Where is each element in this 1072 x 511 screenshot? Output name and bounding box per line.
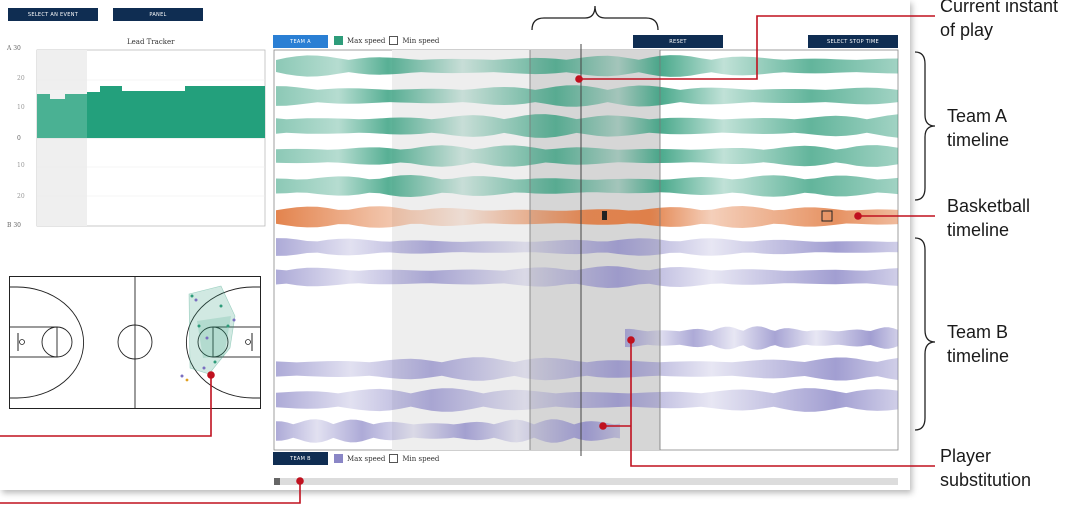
team-a-lane: [276, 114, 898, 138]
app-window: SELECT AN EVENT PANEL Lead Tracker A 30 …: [0, 0, 910, 490]
annotation-current-instant: Current instant of play: [940, 0, 1058, 42]
min-speed-swatch: [389, 36, 399, 45]
substitution-line-a: [630, 340, 935, 467]
min-speed-swatch: [389, 454, 399, 463]
team-b-lane: [276, 238, 898, 256]
max-speed-swatch: [334, 36, 343, 45]
team-a-lane: [276, 175, 898, 197]
court-line: [0, 375, 212, 437]
lead-zero-label: 0: [17, 135, 21, 142]
team-a-lane: [276, 145, 898, 167]
lead-tracker-title: Lead Tracker: [127, 38, 175, 46]
annotation-text: Team A: [947, 106, 1008, 126]
annotation-substitution: Player substitution: [940, 444, 1031, 492]
annotation-text: timeline: [947, 346, 1010, 366]
team-b-lane: [276, 388, 898, 412]
team-a-lane: [276, 85, 898, 107]
min-speed-label: Min speed: [402, 454, 440, 463]
annotation-text: substitution: [940, 470, 1032, 490]
lead-tick: 10: [17, 104, 25, 111]
annotation-text: of play: [940, 20, 994, 40]
annotation-team-b: Team B timeline: [947, 320, 1009, 368]
team-b-button[interactable]: TEAM B: [273, 452, 328, 465]
max-speed-label: Max speed: [347, 454, 386, 463]
team-b-lane: [625, 326, 898, 350]
annotation-text: timeline: [947, 130, 1010, 150]
team-b-bracket: [914, 237, 936, 431]
lead-tick: 20: [17, 193, 25, 200]
max-speed-swatch: [334, 454, 343, 463]
team-b-lane: [276, 419, 620, 443]
team-b-legend: Max speed Min speed: [334, 454, 439, 463]
lead-tracker-chart: [36, 49, 266, 227]
annotation-text: Player: [940, 446, 992, 466]
annotation-text: Current instant: [940, 0, 1059, 16]
team-a-lane: [276, 55, 898, 77]
scrub-line: [0, 481, 301, 504]
team-a-button[interactable]: TEAM A: [273, 35, 328, 48]
timeline-chart[interactable]: [0, 0, 910, 490]
reset-button[interactable]: RESET: [633, 35, 723, 48]
scrub-bar[interactable]: [274, 478, 898, 485]
ball-lane: [276, 206, 898, 228]
annotation-basketball: Basketball timeline: [947, 194, 1030, 242]
current-instant-bracket: [531, 5, 659, 31]
panel-button[interactable]: PANEL: [113, 8, 203, 21]
lead-top-label: A 30: [7, 45, 21, 52]
ball-marker-icon: [602, 211, 607, 220]
team-a-bracket: [914, 51, 936, 201]
max-speed-label: Max speed: [347, 36, 386, 45]
lead-tick: 20: [17, 75, 25, 82]
select-stop-time-button[interactable]: SELECT STOP TIME: [808, 35, 898, 48]
lead-tick: 10: [17, 162, 25, 169]
annotation-text: Team B: [947, 322, 1009, 342]
team-a-legend: Max speed Min speed: [334, 36, 439, 45]
lead-bottom-label: B 30: [7, 222, 21, 229]
min-speed-label: Min speed: [402, 36, 440, 45]
stop-marker-icon[interactable]: [821, 210, 833, 222]
annotation-text: Basketball: [947, 196, 1031, 216]
select-event-button[interactable]: SELECT AN EVENT: [8, 8, 98, 21]
team-b-lane: [276, 266, 898, 288]
annotation-text: timeline: [947, 220, 1010, 240]
playhead-marker-icon[interactable]: [274, 478, 280, 485]
team-b-lane: [276, 357, 898, 381]
court-diagram: [9, 276, 261, 409]
annotation-team-a: Team A timeline: [947, 104, 1009, 152]
current-instant-line: [579, 15, 935, 80]
